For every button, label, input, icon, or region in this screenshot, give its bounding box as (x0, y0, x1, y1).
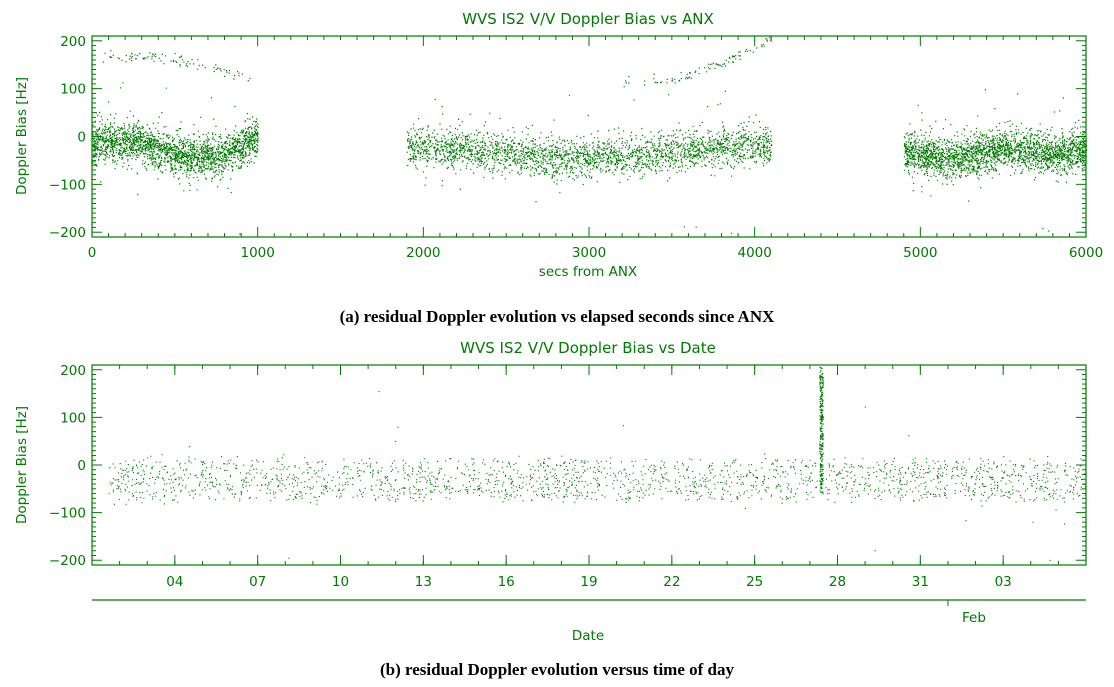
y-tick-label: 200 (60, 363, 86, 379)
x-tick-label: 6000 (1069, 245, 1103, 261)
y-tick-label: 0 (77, 130, 86, 146)
chart-a-title: WVS IS2 V/V Doppler Bias vs ANX (462, 10, 714, 28)
x-tick-label: 22 (663, 574, 680, 590)
chart-a-points (92, 36, 1088, 235)
x-tick-label: 07 (249, 574, 266, 590)
chart-a-caption: (a) residual Doppler evolution vs elapse… (340, 307, 776, 326)
x-tick-label: 2000 (406, 245, 440, 261)
x-tick-label: 4000 (737, 245, 771, 261)
chart-b-frame (91, 364, 1087, 566)
y-tick-label: −100 (49, 506, 86, 522)
x-tick-label: 3000 (572, 245, 606, 261)
x-tick-label: 25 (746, 574, 763, 590)
x-tick-label: 19 (580, 574, 597, 590)
chart-b-ticks: −200 −100 0 100 200 04 07 10 13 16 19 22 25 28 31 03 (49, 363, 1087, 590)
x-tick-label: 0 (88, 245, 97, 261)
y-tick-label: 0 (77, 458, 86, 474)
chart-a-scatter-points (92, 36, 1088, 235)
chart-b-ylabel: Doppler Bias [Hz] (14, 406, 30, 524)
x-tick-label: 03 (995, 574, 1012, 590)
y-tick-label: −200 (49, 553, 86, 569)
chart-a-xlabel: secs from ANX (539, 264, 637, 280)
x-tick-label: 10 (332, 574, 349, 590)
chart-b-scatter-points (108, 366, 1087, 561)
x-tick-label: 16 (498, 574, 515, 590)
y-tick-label: 200 (60, 34, 86, 50)
chart-a-frame (91, 35, 1087, 238)
x-tick-label: 04 (166, 574, 183, 590)
x-tick-label: 31 (912, 574, 929, 590)
chart-b-xlabel: Date (572, 628, 604, 644)
chart-b: WVS IS2 V/V Doppler Bias vs Date −200 −10… (14, 339, 1087, 679)
chart-b-points (108, 366, 1087, 561)
chart-b-month-label: Feb (962, 610, 986, 626)
y-tick-label: 100 (60, 410, 86, 426)
x-tick-label: 13 (415, 574, 432, 590)
chart-b-title: WVS IS2 V/V Doppler Bias vs Date (460, 339, 716, 357)
x-tick-label: 28 (829, 574, 846, 590)
chart-a-ylabel: Doppler Bias [Hz] (14, 77, 30, 195)
y-tick-label: −100 (49, 177, 86, 193)
x-tick-label: 5000 (903, 245, 937, 261)
y-tick-label: 100 (60, 82, 86, 98)
chart-b-caption: (b) residual Doppler evolution versus ti… (380, 660, 735, 679)
y-tick-label: −200 (49, 225, 86, 241)
chart-a: WVS IS2 V/V Doppler Bias vs ANX −200 −100… (14, 10, 1103, 326)
x-tick-label: 1000 (240, 245, 274, 261)
